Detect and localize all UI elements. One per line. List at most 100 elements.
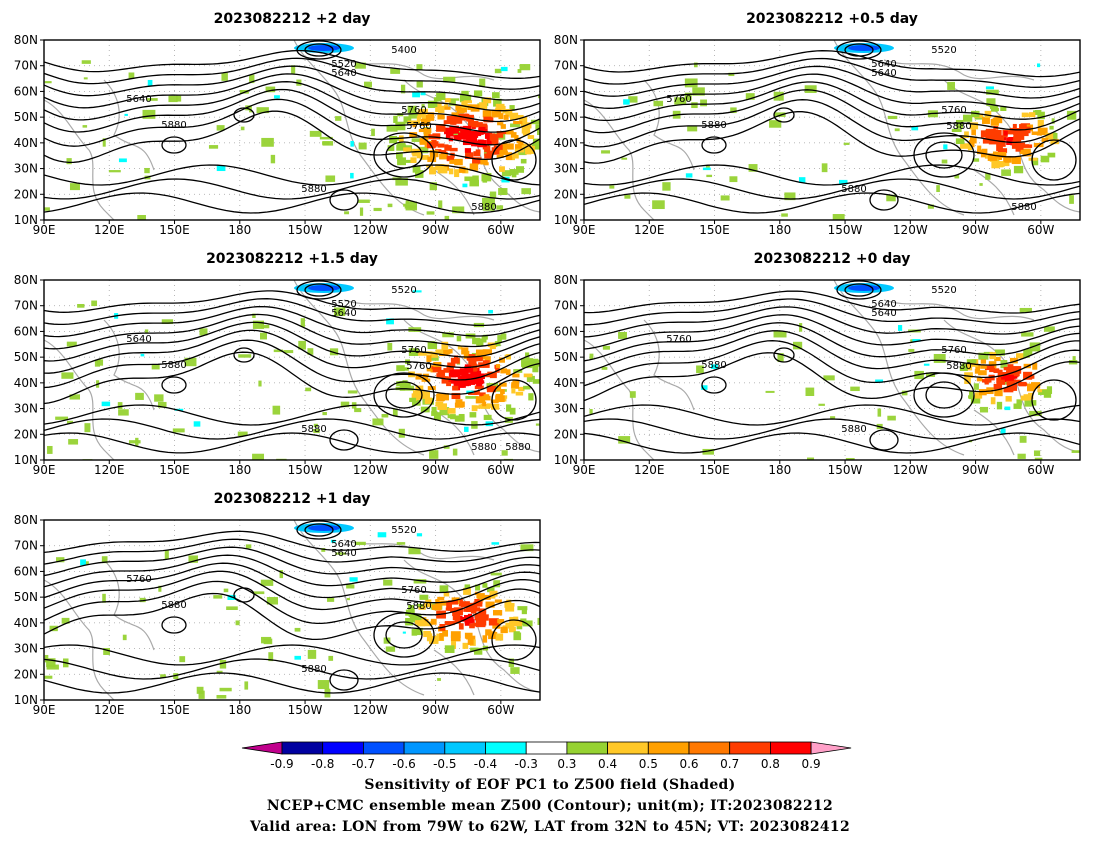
lat-tick-label: 70N <box>554 299 578 313</box>
lat-tick-label: 50N <box>554 350 578 364</box>
shade-positive <box>300 318 305 327</box>
shade-positive <box>335 116 342 121</box>
shade-positive <box>396 542 406 545</box>
contour-label: 5760 <box>401 585 426 596</box>
lon-tick-label: 120W <box>893 223 928 237</box>
shade-negative <box>308 285 340 291</box>
shade-positive <box>745 93 755 100</box>
lon-tick-label: 90E <box>33 703 56 717</box>
shade-negative <box>101 401 111 407</box>
shade-positive <box>488 150 493 155</box>
shade-positive <box>473 356 483 362</box>
shade-positive <box>1019 130 1029 137</box>
shade-positive <box>240 126 245 131</box>
lon-tick-label: 60W <box>487 223 514 237</box>
lon-tick-label: 90E <box>33 463 56 477</box>
lon-tick-label: 150E <box>159 463 190 477</box>
shade-positive <box>400 367 409 371</box>
shade-positive <box>966 359 977 364</box>
shade-positive <box>452 448 458 456</box>
sensitivity-shading <box>47 283 540 460</box>
shade-positive <box>44 207 50 211</box>
shade-positive <box>437 105 445 114</box>
lon-tick-label: 150W <box>828 463 863 477</box>
shade-negative <box>308 45 340 51</box>
shade-positive <box>514 114 524 120</box>
shade-positive <box>962 114 973 122</box>
lon-tick-label: 60W <box>487 703 514 717</box>
shade-positive <box>411 629 418 636</box>
shade-positive <box>266 597 279 605</box>
shade-negative <box>274 95 280 99</box>
shade-positive <box>804 85 817 93</box>
shade-positive <box>398 381 406 385</box>
shade-positive <box>463 587 471 595</box>
shade-positive <box>514 135 519 141</box>
shade-positive <box>412 166 421 173</box>
shade-positive <box>499 357 505 363</box>
shade-positive <box>537 127 540 136</box>
shade-positive <box>517 606 528 611</box>
shade-positive <box>492 92 500 99</box>
shade-positive <box>325 175 336 182</box>
shade-positive <box>447 362 456 367</box>
contour-label: 5880 <box>946 361 971 372</box>
japan-coast <box>103 79 155 171</box>
colorbar-label: -0.5 <box>433 757 456 771</box>
shade-positive <box>470 605 477 614</box>
shade-negative <box>80 559 86 566</box>
shade-positive <box>461 101 468 109</box>
shade-negative <box>350 172 354 179</box>
colorbar-label: -0.6 <box>392 757 415 771</box>
lon-tick-label: 120E <box>634 463 665 477</box>
shade-positive <box>471 372 481 379</box>
shade-positive <box>1037 127 1048 136</box>
shade-positive <box>457 345 463 350</box>
shade-positive <box>461 90 469 97</box>
panel-title: 2023082212 +0.5 day <box>746 11 918 27</box>
shade-positive <box>493 145 502 151</box>
shade-positive <box>291 65 296 74</box>
shade-positive <box>1028 157 1038 161</box>
shade-positive <box>426 633 433 642</box>
shade-positive <box>729 176 738 183</box>
shade-positive <box>609 185 615 189</box>
lon-tick-label: 120W <box>353 463 388 477</box>
shade-negative <box>420 91 426 96</box>
shade-positive <box>402 382 411 389</box>
shade-negative <box>412 290 422 293</box>
shade-positive <box>520 158 527 164</box>
shade-positive <box>1019 435 1027 443</box>
shade-positive <box>502 108 513 114</box>
shade-positive <box>447 408 456 414</box>
map-panel: 2023082212 +1.5 day552055205640564057605… <box>14 251 541 477</box>
z500-contour-line <box>44 404 540 426</box>
shade-positive <box>387 145 395 152</box>
shade-positive <box>451 641 457 649</box>
z500-contour-line <box>44 580 540 625</box>
shade-positive <box>479 78 486 87</box>
shade-positive <box>490 403 500 410</box>
shade-positive <box>1072 356 1076 364</box>
shade-positive <box>238 354 252 358</box>
shade-positive <box>505 152 513 160</box>
shade-positive <box>83 77 88 80</box>
shade-positive <box>532 365 539 373</box>
shade-positive <box>403 116 412 124</box>
shade-positive <box>437 678 441 681</box>
gulf-coast <box>433 649 475 696</box>
shade-positive <box>512 373 520 378</box>
shade-positive <box>444 98 451 103</box>
shade-positive <box>936 185 940 193</box>
shade-positive <box>1026 375 1035 379</box>
shade-positive <box>532 138 540 146</box>
shade-positive <box>457 375 464 380</box>
shade-positive <box>1018 142 1026 148</box>
shade-positive <box>354 541 366 546</box>
colorbar-swatch <box>729 741 771 755</box>
colorbar-label: -0.3 <box>514 757 537 771</box>
shade-positive <box>461 350 470 355</box>
z500-contour-line <box>44 418 540 440</box>
shade-positive <box>437 166 448 174</box>
z500-closed-contour <box>491 139 537 181</box>
